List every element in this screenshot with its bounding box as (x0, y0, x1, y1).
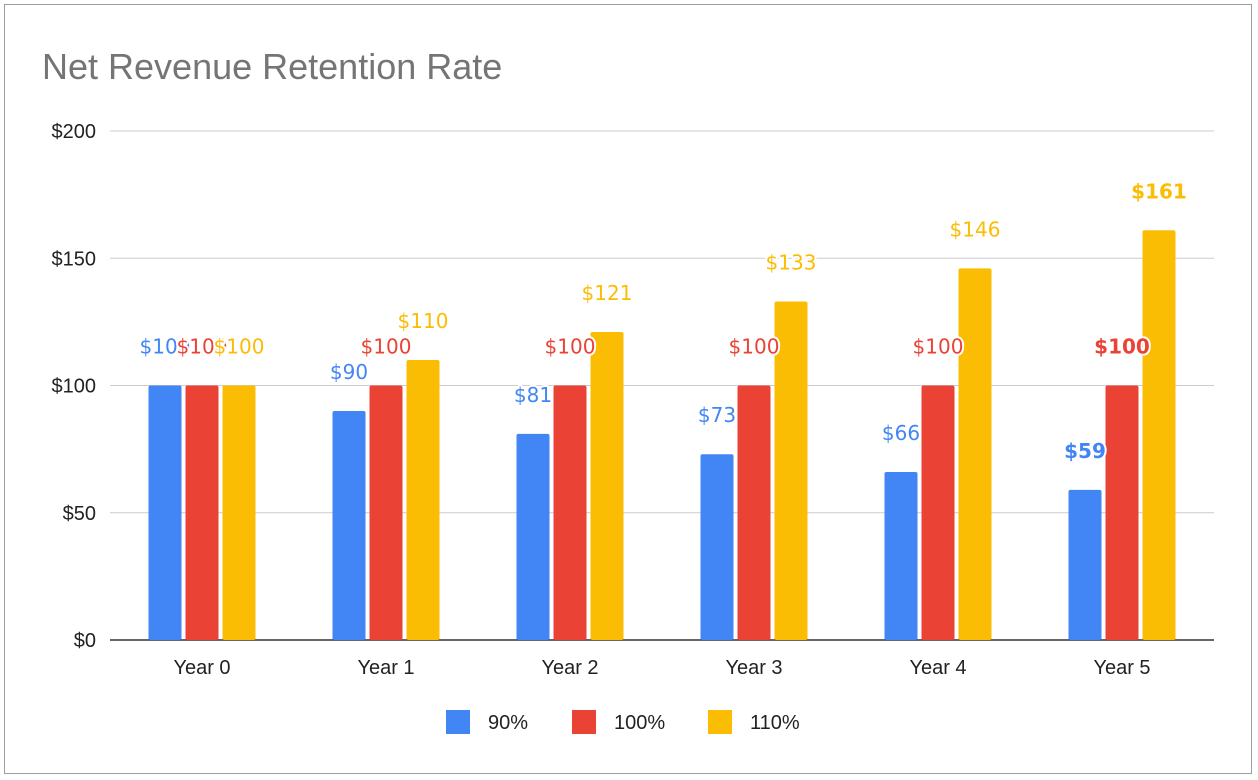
bar (553, 385, 587, 640)
bar (185, 385, 219, 640)
bar (590, 332, 624, 640)
x-tick-label: Year 4 (909, 657, 966, 679)
legend-label: 90% (488, 712, 528, 734)
data-label: $100 (913, 335, 964, 359)
x-tick-label: Year 5 (1093, 657, 1150, 679)
legend-swatch (708, 710, 732, 734)
legend-swatch (572, 710, 596, 734)
bar (222, 385, 256, 640)
bar (332, 410, 366, 640)
y-tick-label: $50 (63, 503, 96, 525)
data-label: $66 (882, 421, 920, 445)
x-tick-label: Year 2 (541, 657, 598, 679)
bar (700, 454, 734, 640)
bar (148, 385, 182, 640)
bar (1105, 385, 1139, 640)
y-tick-label: $200 (52, 121, 97, 143)
data-label: $133 (766, 251, 817, 275)
data-label: $100 (140, 335, 191, 359)
data-label: $100 (177, 335, 228, 359)
x-tick-label: Year 1 (357, 657, 414, 679)
bar (921, 385, 955, 640)
data-label: $73 (698, 403, 736, 427)
y-tick-label: $150 (52, 248, 97, 270)
bar (516, 433, 550, 640)
legend-label: 100% (614, 712, 665, 734)
data-label: $100 (729, 335, 780, 359)
legend-swatch (446, 710, 470, 734)
bar (369, 385, 403, 640)
data-label: $59 (1064, 439, 1106, 463)
data-label: $110 (398, 309, 449, 333)
data-label: $121 (582, 281, 633, 305)
data-label: $146 (950, 217, 1001, 241)
data-label: $90 (330, 360, 368, 384)
data-label: $81 (514, 383, 552, 407)
bar (737, 385, 771, 640)
legend-label: 110% (750, 712, 800, 734)
chart-title: Net Revenue Retention Rate (42, 46, 503, 87)
bar (406, 360, 440, 640)
bar (1142, 230, 1176, 640)
data-label: $100 (214, 335, 265, 359)
y-tick-label: $0 (74, 630, 96, 652)
data-label: $100 (1094, 335, 1150, 359)
y-tick-label: $100 (52, 376, 97, 398)
x-tick-label: Year 0 (173, 657, 230, 679)
bar (1068, 489, 1102, 640)
data-label: $100 (361, 335, 412, 359)
bar (774, 301, 808, 640)
x-tick-label: Year 3 (725, 657, 782, 679)
data-label: $161 (1131, 179, 1187, 203)
bar (958, 268, 992, 640)
data-label: $100 (545, 335, 596, 359)
bar (884, 472, 918, 640)
